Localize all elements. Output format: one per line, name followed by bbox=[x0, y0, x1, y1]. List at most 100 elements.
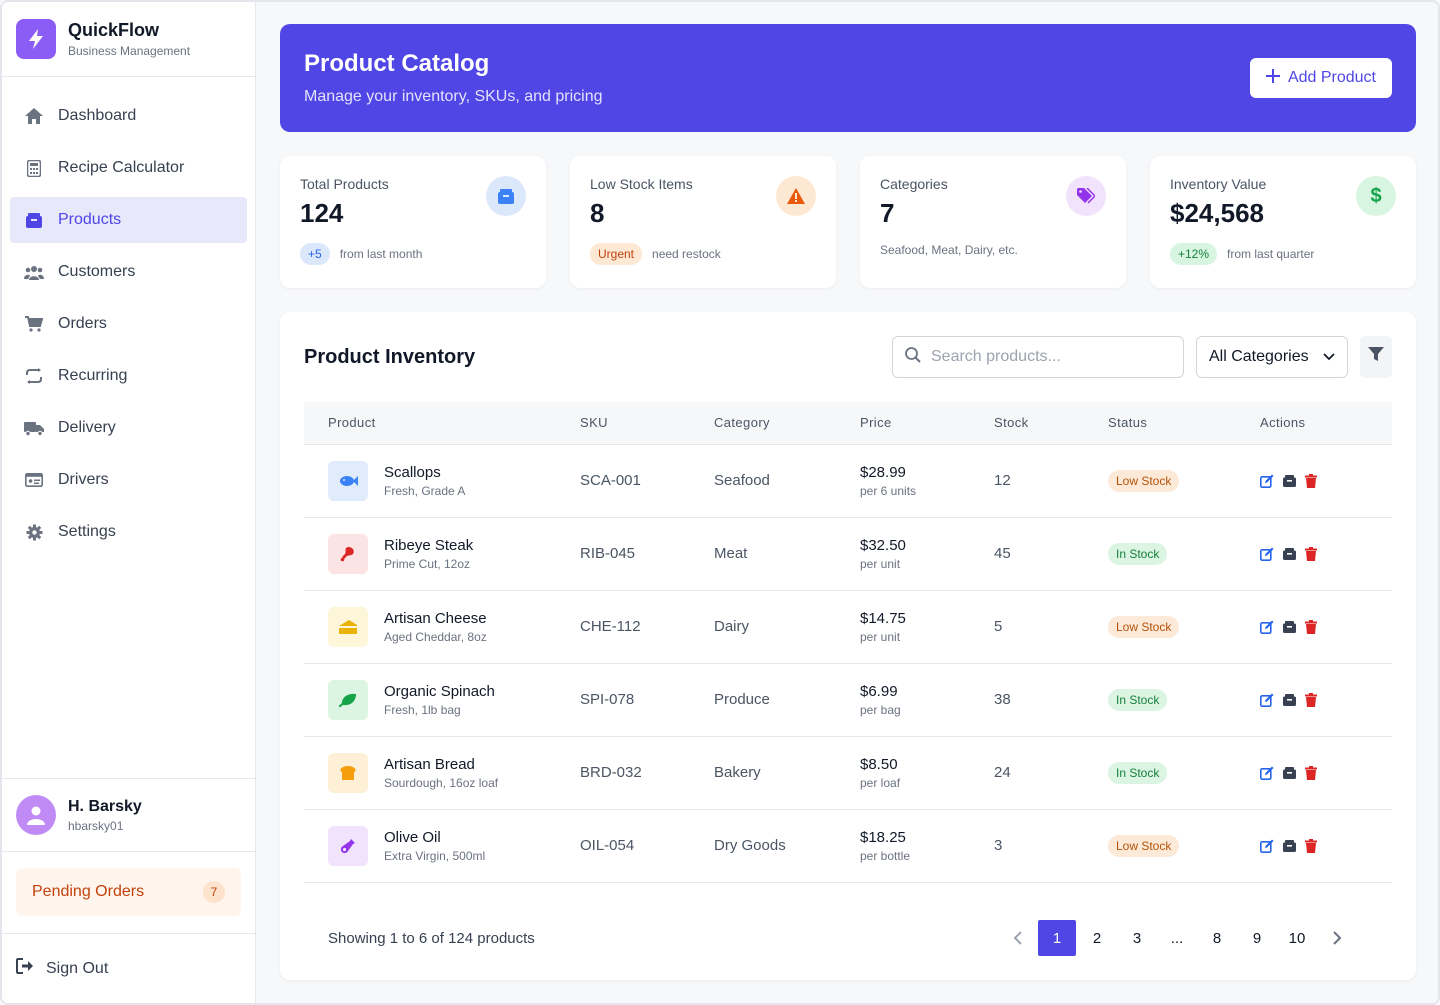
status-badge: Low Stock bbox=[1108, 834, 1180, 857]
page-button[interactable]: 9 bbox=[1252, 929, 1262, 947]
sidebar-item-drivers[interactable]: Drivers bbox=[10, 457, 247, 503]
table-row[interactable]: Scallops Fresh, Grade A SCA-001 Seafood $… bbox=[304, 444, 1392, 517]
table-row[interactable]: Organic Spinach Fresh, 1lb bag SPI-078 Pr… bbox=[304, 663, 1392, 736]
gear-icon bbox=[24, 522, 44, 542]
table-row[interactable]: Olive Oil Extra Virgin, 500ml OIL-054 Dry… bbox=[304, 809, 1392, 882]
delete-icon[interactable] bbox=[1304, 619, 1318, 634]
column-header-category[interactable]: Category bbox=[714, 415, 770, 431]
column-header-product[interactable]: Product bbox=[328, 415, 376, 431]
bottle-icon bbox=[328, 825, 368, 866]
edit-icon[interactable] bbox=[1260, 620, 1274, 634]
column-header-actions: Actions bbox=[1260, 415, 1306, 431]
sidebar-item-settings[interactable]: Settings bbox=[10, 509, 247, 555]
page-header: Product Catalog Manage your inventory, S… bbox=[280, 24, 1416, 132]
stat-card-total-products: Total Products 124 +5 from last month bbox=[280, 156, 546, 288]
stat-note: need restock bbox=[652, 247, 721, 261]
archive-icon[interactable] bbox=[1282, 839, 1296, 853]
sidebar-item-dashboard[interactable]: Dashboard bbox=[10, 93, 247, 139]
product-name: Artisan Bread bbox=[384, 755, 475, 773]
product-category: Bakery bbox=[714, 764, 761, 781]
sidebar-item-products[interactable]: Products bbox=[10, 197, 247, 243]
inventory-panel: Product Inventory All Categories bbox=[280, 312, 1416, 980]
sign-out-button[interactable]: Sign Out bbox=[2, 933, 255, 1003]
cheese-icon bbox=[328, 606, 368, 647]
product-desc: Sourdough, 16oz loaf bbox=[384, 775, 499, 790]
product-stock: 24 bbox=[994, 764, 1011, 781]
archive-icon[interactable] bbox=[1282, 766, 1296, 780]
edit-icon[interactable] bbox=[1260, 766, 1274, 780]
product-category: Dry Goods bbox=[714, 837, 786, 854]
product-desc: Prime Cut, 12oz bbox=[384, 556, 471, 571]
stat-label: Inventory Value bbox=[1170, 176, 1267, 192]
stat-note: from last month bbox=[339, 247, 423, 261]
sidebar-item-delivery[interactable]: Delivery bbox=[10, 405, 247, 451]
chevron-right-icon[interactable] bbox=[1318, 920, 1356, 956]
table-row[interactable]: Ribeye Steak Prime Cut, 12oz RIB-045 Meat… bbox=[304, 517, 1392, 590]
delete-icon[interactable] bbox=[1304, 546, 1318, 561]
repeat-icon bbox=[24, 366, 44, 386]
stat-value: $24,568 bbox=[1170, 198, 1264, 228]
filter-button[interactable] bbox=[1360, 336, 1392, 378]
sidebar-item-recipe-calculator[interactable]: Recipe Calculator bbox=[10, 145, 247, 191]
stat-card-low-stock: Low Stock Items 8 Urgent need restock bbox=[570, 156, 836, 288]
brand-name: QuickFlow bbox=[68, 20, 160, 40]
archive-icon[interactable] bbox=[1282, 620, 1296, 634]
page-button[interactable]: 1 bbox=[1038, 920, 1076, 956]
stats-row: Total Products 124 +5 from last month Lo… bbox=[280, 156, 1416, 288]
product-sku: BRD-032 bbox=[580, 764, 642, 781]
user-profile[interactable]: H. Barsky hbarsky01 bbox=[2, 778, 255, 851]
product-name: Scallops bbox=[384, 463, 441, 481]
cart-icon bbox=[24, 314, 44, 334]
product-sku: SPI-078 bbox=[580, 691, 635, 708]
product-name: Olive Oil bbox=[384, 828, 441, 846]
delete-icon[interactable] bbox=[1304, 838, 1318, 853]
plus-icon bbox=[1265, 68, 1280, 88]
stat-card-inventory-value: Inventory Value $24,568 $ +12% from last… bbox=[1150, 156, 1416, 288]
archive-icon[interactable] bbox=[1282, 693, 1296, 707]
brand: QuickFlow Business Management bbox=[2, 2, 255, 77]
chevron-down-icon bbox=[1323, 348, 1335, 366]
showing-count: Showing 1 to 6 of 124 products bbox=[328, 929, 535, 947]
category-select[interactable]: All Categories bbox=[1196, 336, 1348, 378]
page-button[interactable]: 10 bbox=[1288, 929, 1306, 947]
archive-icon[interactable] bbox=[1282, 474, 1296, 488]
column-header-sku[interactable]: SKU bbox=[580, 415, 608, 431]
product-category: Seafood bbox=[714, 472, 770, 489]
page-button[interactable]: 8 bbox=[1212, 929, 1222, 947]
product-unit: per 6 units bbox=[860, 483, 917, 498]
sidebar-item-recurring[interactable]: Recurring bbox=[10, 353, 247, 399]
archive-icon[interactable] bbox=[1282, 547, 1296, 561]
product-sku: CHE-112 bbox=[580, 618, 641, 635]
bread-icon bbox=[328, 752, 368, 793]
pending-orders-count: 7 bbox=[203, 881, 225, 903]
edit-icon[interactable] bbox=[1260, 547, 1274, 561]
delete-icon[interactable] bbox=[1304, 765, 1318, 780]
edit-icon[interactable] bbox=[1260, 693, 1274, 707]
column-header-stock[interactable]: Stock bbox=[994, 415, 1029, 431]
add-product-button[interactable]: Add Product bbox=[1249, 58, 1392, 98]
table-row[interactable]: Artisan Bread Sourdough, 16oz loaf BRD-03… bbox=[304, 736, 1392, 809]
edit-icon[interactable] bbox=[1260, 474, 1274, 488]
user-handle: hbarsky01 bbox=[68, 818, 124, 833]
column-header-status[interactable]: Status bbox=[1108, 415, 1148, 431]
product-sku: SCA-001 bbox=[580, 472, 641, 489]
pending-orders-button[interactable]: Pending Orders 7 bbox=[16, 868, 241, 916]
stat-card-categories: Categories 7 Seafood, Meat, Dairy, etc. bbox=[860, 156, 1126, 288]
table-row[interactable]: Artisan Cheese Aged Cheddar, 8oz CHE-112 … bbox=[304, 590, 1392, 663]
search-input[interactable] bbox=[931, 348, 1161, 366]
product-name: Artisan Cheese bbox=[384, 609, 487, 627]
sidebar-item-label: Recipe Calculator bbox=[58, 159, 185, 176]
sidebar-item-orders[interactable]: Orders bbox=[10, 301, 247, 347]
column-header-price[interactable]: Price bbox=[860, 415, 892, 431]
sidebar-item-customers[interactable]: Customers bbox=[10, 249, 247, 295]
page-button[interactable]: 3 bbox=[1132, 929, 1142, 947]
status-badge: Low Stock bbox=[1108, 615, 1180, 638]
page-ellipsis: ... bbox=[1170, 929, 1184, 947]
edit-icon[interactable] bbox=[1260, 839, 1274, 853]
product-stock: 3 bbox=[994, 837, 1003, 854]
delete-icon[interactable] bbox=[1304, 473, 1318, 488]
chevron-left-icon[interactable] bbox=[998, 920, 1036, 956]
delete-icon[interactable] bbox=[1304, 692, 1318, 707]
page-button[interactable]: 2 bbox=[1092, 929, 1102, 947]
